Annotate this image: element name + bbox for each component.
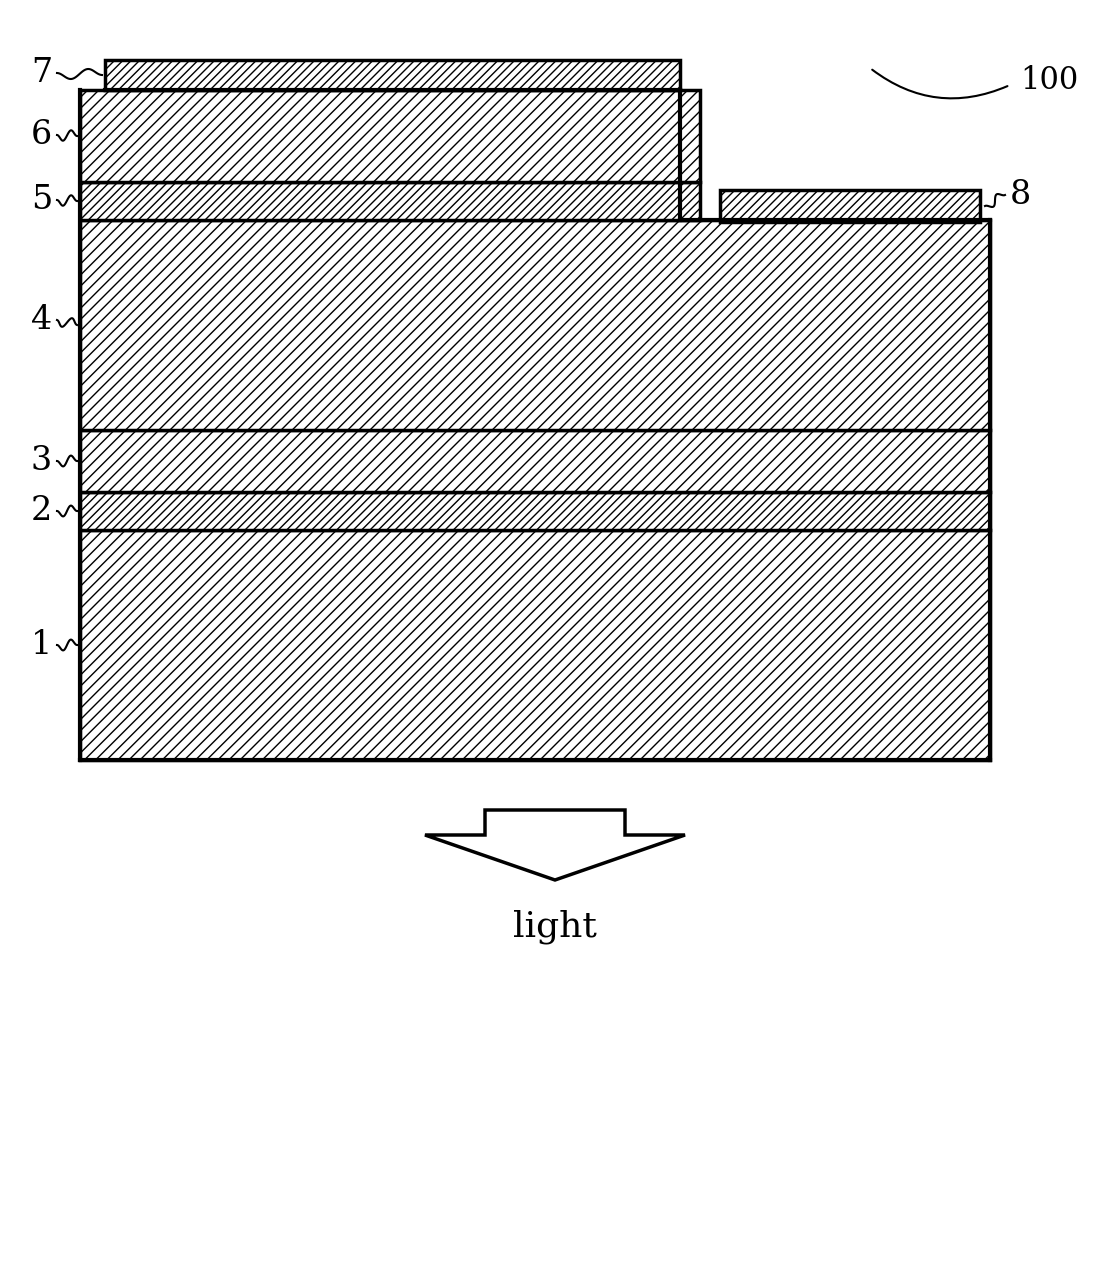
Bar [80,182,700,220]
Text: 8: 8 [1010,179,1031,211]
Bar [80,530,990,760]
Text: 7: 7 [31,57,52,88]
Text: 4: 4 [31,304,52,336]
Bar [80,429,990,493]
Text: 6: 6 [31,119,52,152]
Bar [80,493,990,530]
Bar [80,90,700,182]
Text: 3: 3 [31,445,52,477]
Text: 100: 100 [1020,64,1078,96]
Bar [105,61,680,90]
Text: 2: 2 [31,495,52,527]
Bar [720,189,980,222]
Polygon shape [425,810,685,880]
Text: light: light [513,911,597,945]
Text: 1: 1 [31,629,52,661]
Text: 5: 5 [31,184,52,216]
Bar [80,220,990,429]
